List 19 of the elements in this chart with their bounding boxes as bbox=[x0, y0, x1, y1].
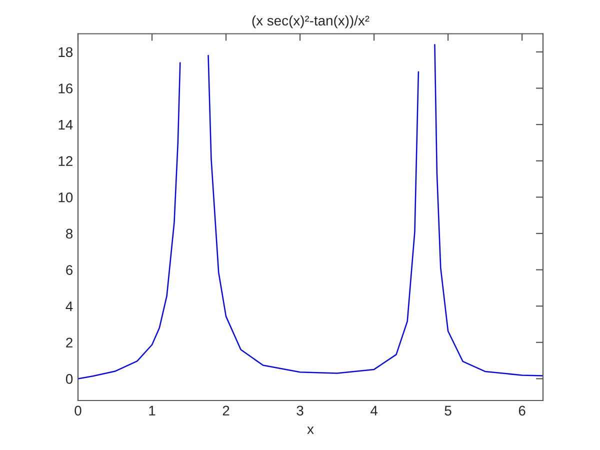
x-tick-label: 4 bbox=[370, 406, 378, 416]
y-tick-label: 0 bbox=[66, 374, 73, 384]
y-tick-label: 8 bbox=[66, 228, 73, 239]
x-tick-label: 2 bbox=[222, 406, 230, 416]
y-tick-label: 16 bbox=[58, 84, 73, 94]
x-tick-label: 6 bbox=[518, 406, 526, 416]
y-tick-label: 6 bbox=[66, 265, 73, 275]
y-tick-label: 18 bbox=[58, 47, 73, 58]
y-tick-label: 14 bbox=[58, 120, 73, 130]
x-tick-label: 5 bbox=[444, 406, 452, 416]
x-tick-label: 1 bbox=[149, 406, 156, 416]
x-tick-label: 0 bbox=[74, 406, 82, 416]
chart-title: (x sec(x)²-tan(x))/x² bbox=[252, 15, 370, 28]
y-tick-label: 12 bbox=[58, 156, 72, 166]
y-tick-label: 4 bbox=[66, 302, 73, 312]
x-tick-label: 3 bbox=[296, 406, 304, 416]
x-axis-title: x bbox=[307, 426, 314, 434]
y-tick-label: 10 bbox=[58, 192, 73, 202]
y-tick-label: 2 bbox=[66, 338, 72, 348]
